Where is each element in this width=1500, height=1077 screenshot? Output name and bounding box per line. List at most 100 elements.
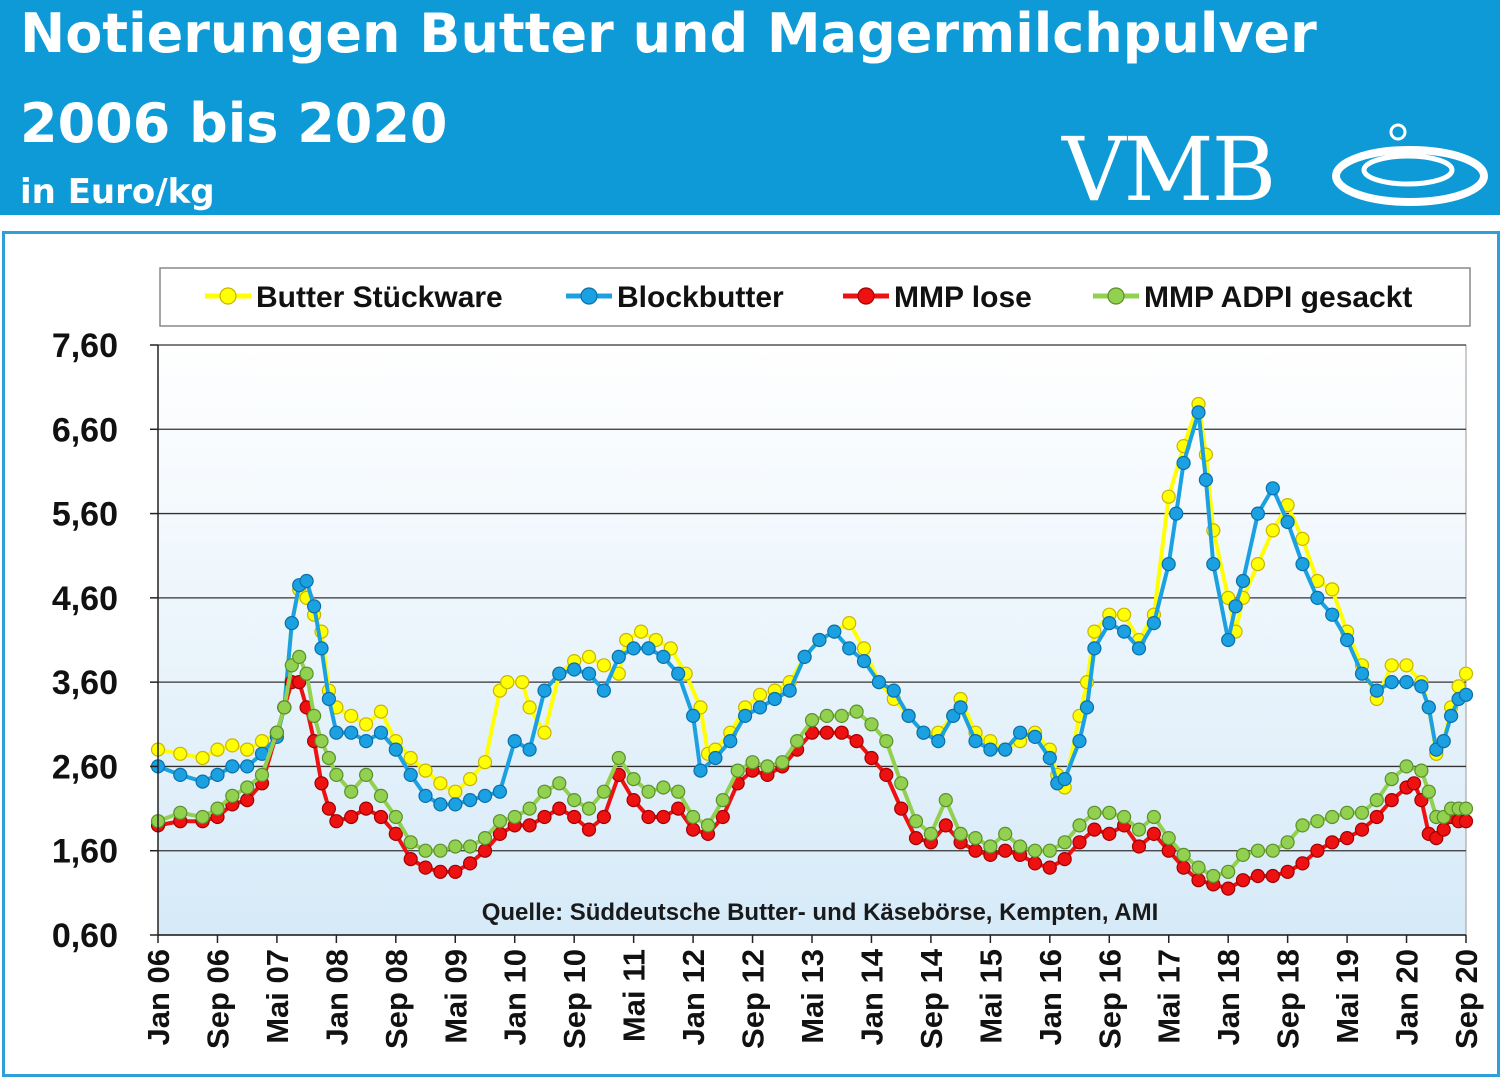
data-point: [463, 771, 478, 787]
data-point: [827, 624, 842, 639]
data-point: [477, 843, 493, 858]
data-point: [433, 864, 448, 879]
data-point: [581, 801, 597, 816]
data-point: [581, 649, 597, 665]
data-point: [403, 767, 418, 783]
data-point: [173, 805, 188, 820]
data-point: [1369, 792, 1384, 808]
data-point: [240, 742, 255, 757]
data-point: [418, 843, 433, 858]
data-point: [299, 666, 314, 681]
data-point: [1116, 809, 1132, 825]
y-tick-label: 0,60: [52, 917, 118, 955]
data-point: [1265, 481, 1280, 496]
data-point: [1406, 776, 1422, 791]
data-point: [1436, 733, 1451, 749]
data-point: [344, 708, 359, 724]
data-point: [998, 826, 1013, 842]
data-point: [1057, 835, 1072, 850]
data-point: [730, 763, 745, 778]
data-point: [633, 624, 649, 639]
data-point: [797, 649, 812, 665]
data-point: [842, 615, 857, 631]
data-point: [752, 700, 768, 715]
data-point: [1191, 860, 1206, 875]
data-point: [685, 822, 701, 837]
data-point: [1310, 814, 1325, 829]
y-tick-label: 5,60: [52, 496, 118, 534]
data-point: [1221, 864, 1236, 879]
legend-label: Butter Stückware: [256, 281, 503, 314]
data-point: [1072, 818, 1087, 833]
data-point: [210, 767, 225, 783]
data-point: [1176, 455, 1191, 471]
data-point: [626, 792, 641, 808]
data-point: [804, 712, 820, 728]
data-point: [448, 839, 463, 854]
data-point: [1339, 632, 1355, 648]
data-point: [1280, 514, 1295, 530]
data-point: [1325, 835, 1340, 850]
data-point: [723, 733, 738, 749]
x-tick-label: Sep 14: [914, 948, 949, 1049]
data-point: [299, 573, 314, 589]
data-point: [626, 771, 641, 787]
data-point: [968, 830, 983, 846]
data-point: [321, 801, 336, 816]
data-point: [1116, 607, 1132, 622]
data-point: [775, 755, 790, 770]
x-tick-label: Sep 12: [736, 949, 771, 1049]
data-point: [693, 763, 708, 778]
data-point: [477, 788, 493, 804]
data-point: [500, 674, 515, 690]
data-point: [1102, 615, 1117, 631]
data-point: [1057, 771, 1072, 787]
data-point: [210, 742, 225, 757]
data-point: [1146, 809, 1162, 825]
data-point: [225, 738, 240, 753]
data-point: [656, 809, 671, 825]
header-banner: Notierungen Butter und Magermilchpulver …: [0, 0, 1500, 221]
data-point: [1250, 843, 1266, 858]
data-point: [1250, 506, 1266, 521]
data-point: [923, 826, 939, 842]
source-note: Quelle: Süddeutsche Butter- und Käsebörs…: [482, 899, 1159, 926]
data-point: [537, 683, 552, 698]
data-point: [708, 750, 723, 766]
data-point: [329, 725, 344, 740]
data-point: [879, 733, 894, 749]
data-point: [1250, 556, 1266, 572]
data-point: [418, 763, 433, 778]
data-point: [307, 599, 322, 614]
data-point: [1325, 809, 1340, 825]
legend-swatch-marker: [1107, 287, 1125, 305]
data-point: [567, 792, 582, 808]
legend-label: Blockbutter: [617, 281, 784, 314]
data-point: [522, 742, 537, 757]
data-point: [448, 784, 463, 799]
data-point: [195, 809, 210, 825]
data-point: [1057, 851, 1072, 867]
data-point: [292, 649, 307, 665]
legend-label: MMP lose: [894, 281, 1032, 314]
series-1: [150, 405, 1474, 812]
data-point: [225, 788, 240, 804]
data-point: [1369, 809, 1384, 825]
data-point: [1176, 847, 1191, 863]
y-tick-label: 7,60: [52, 327, 118, 365]
data-point: [373, 725, 389, 740]
data-point: [1146, 615, 1162, 631]
data-point: [782, 683, 797, 698]
data-point: [1072, 835, 1087, 850]
data-point: [1087, 624, 1102, 639]
data-point: [307, 708, 322, 724]
data-point: [1354, 805, 1370, 820]
data-point: [329, 814, 344, 829]
data-point: [1295, 531, 1310, 547]
chart-subtitle: 2006 bis 2020: [20, 92, 448, 155]
data-point: [671, 801, 686, 816]
x-tick-label: Jan 12: [676, 949, 711, 1046]
data-point: [1280, 864, 1295, 879]
data-point: [1295, 818, 1310, 833]
data-point: [1161, 830, 1176, 846]
